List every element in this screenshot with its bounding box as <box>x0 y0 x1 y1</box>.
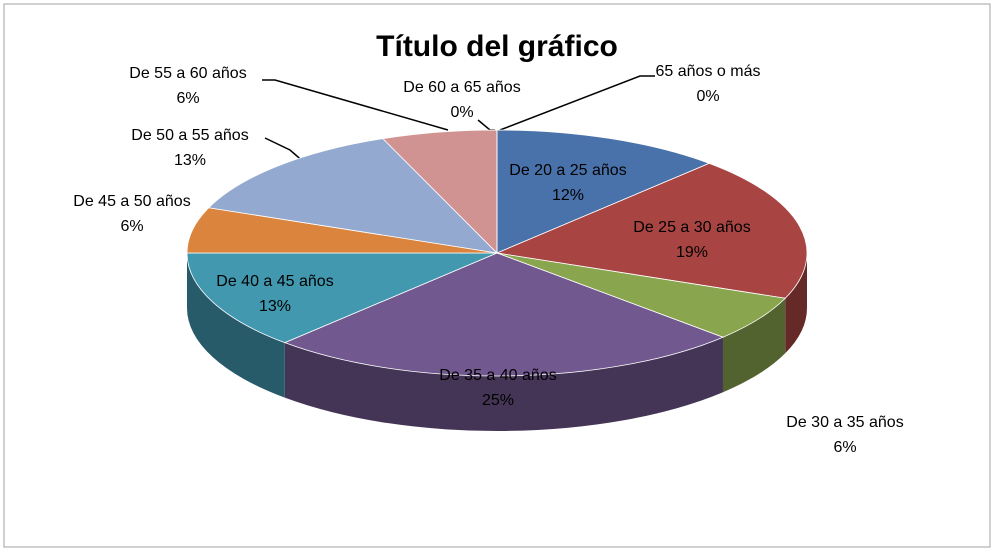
data-label-value: 12% <box>552 187 584 204</box>
slice <box>186 252 498 344</box>
slice-side <box>284 337 723 431</box>
leader-line <box>499 75 655 131</box>
data-label-value: 0% <box>696 88 719 105</box>
data-label-name: De 25 a 30 años <box>633 219 750 236</box>
slice-tops <box>186 129 808 377</box>
leader-line <box>262 79 449 131</box>
chart-title: Título del gráfico <box>376 30 618 63</box>
data-label-value: 13% <box>259 298 291 315</box>
data-label-name: De 55 a 60 años <box>129 65 246 82</box>
slice-side <box>785 253 807 354</box>
data-label-name: 65 años o más <box>656 63 761 80</box>
slice <box>496 129 711 254</box>
data-label-value: 6% <box>120 218 143 235</box>
slice <box>207 138 499 254</box>
data-label-name: De 50 a 55 años <box>131 127 248 144</box>
data-label-name: De 60 a 65 años <box>403 79 520 96</box>
slice-sides <box>187 253 807 431</box>
data-label-name: De 40 a 45 años <box>216 273 333 290</box>
slice-side <box>722 298 786 393</box>
slice-side <box>187 253 285 398</box>
data-label-name: De 30 a 35 años <box>786 414 903 431</box>
data-label-name: De 45 a 50 años <box>73 193 190 210</box>
data-label-name: De 35 a 40 años <box>439 367 556 384</box>
data-label-name: De 20 a 25 años <box>509 162 626 179</box>
data-label-value: 19% <box>676 244 708 261</box>
slice <box>283 252 725 377</box>
data-label-value: 6% <box>833 439 856 456</box>
data-label-value: 0% <box>450 104 473 121</box>
slice <box>495 162 808 299</box>
data-label-value: 13% <box>174 152 206 169</box>
data-label-value: 25% <box>482 392 514 409</box>
data-label-value: 6% <box>176 90 199 107</box>
